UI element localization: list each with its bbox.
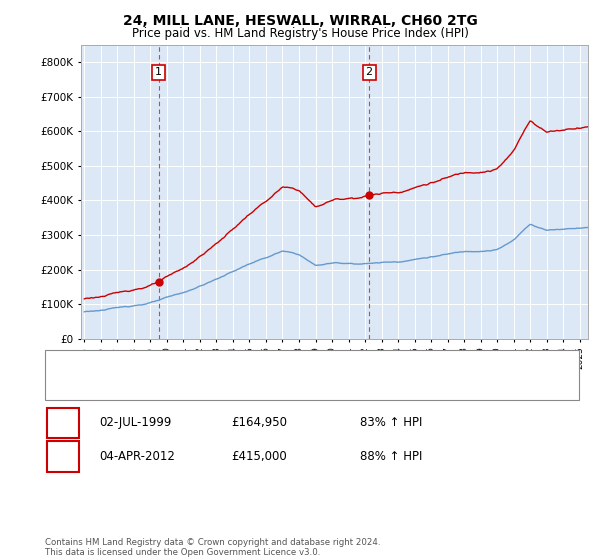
Text: 1: 1 [155,67,162,77]
Text: 02-JUL-1999: 02-JUL-1999 [99,416,172,430]
Text: 83% ↑ HPI: 83% ↑ HPI [360,416,422,430]
Text: 1: 1 [59,416,67,430]
Text: 24, MILL LANE, HESWALL, WIRRAL, CH60 2TG: 24, MILL LANE, HESWALL, WIRRAL, CH60 2TG [122,14,478,28]
Text: Price paid vs. HM Land Registry's House Price Index (HPI): Price paid vs. HM Land Registry's House … [131,27,469,40]
Text: 2: 2 [365,67,373,77]
Text: 24, MILL LANE, HESWALL, WIRRAL, CH60 2TG (detached house): 24, MILL LANE, HESWALL, WIRRAL, CH60 2TG… [90,359,438,369]
Text: HPI: Average price, detached house, Wirral: HPI: Average price, detached house, Wirr… [90,381,325,391]
Text: 88% ↑ HPI: 88% ↑ HPI [360,450,422,463]
Text: 2: 2 [59,450,67,463]
Text: £415,000: £415,000 [231,450,287,463]
Text: Contains HM Land Registry data © Crown copyright and database right 2024.
This d: Contains HM Land Registry data © Crown c… [45,538,380,557]
Text: £164,950: £164,950 [231,416,287,430]
Text: 04-APR-2012: 04-APR-2012 [99,450,175,463]
